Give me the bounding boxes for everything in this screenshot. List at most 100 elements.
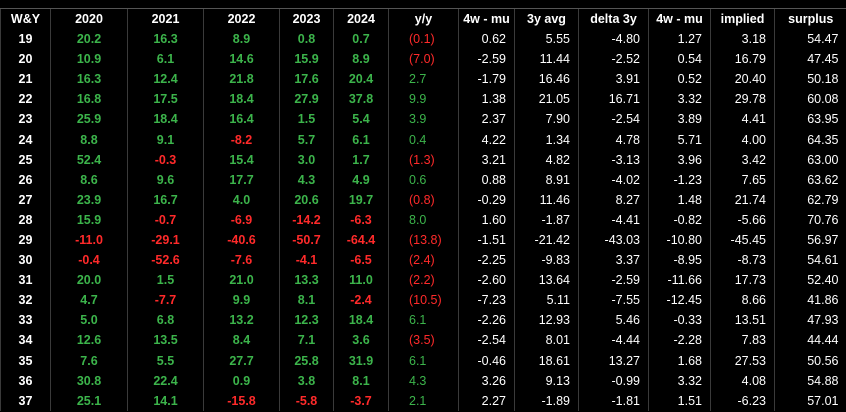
table-cell: 1.34 <box>514 129 579 150</box>
table-cell: -2.4 <box>333 290 389 311</box>
table-cell: -1.51 <box>458 229 515 251</box>
table-cell: 14.1 <box>127 390 204 411</box>
table-cell: 54.61 <box>774 250 846 271</box>
table-cell: -8.73 <box>710 250 775 271</box>
table-cell: 0.4 <box>388 129 459 150</box>
table-cell: -10.80 <box>648 229 711 251</box>
table-cell: 52.4 <box>50 149 128 170</box>
table-cell: 8.6 <box>50 169 128 190</box>
table-cell: 27.53 <box>710 350 775 371</box>
table-cell: (1.3) <box>388 149 459 170</box>
table-row: 35 7.6 5.5 27.7 25.8 31.9 6.1 -0.46 18.61 13.27 1.… <box>0 350 846 371</box>
table-cell: 23.9 <box>50 189 128 210</box>
column-header: 2021 <box>127 9 204 29</box>
table-cell: 37 <box>0 390 51 411</box>
table-cell: 44.44 <box>774 330 846 351</box>
table-cell: 20 <box>0 49 51 70</box>
table-cell: 16.46 <box>514 69 579 90</box>
table-cell: 32 <box>0 290 51 311</box>
table-cell: 3.26 <box>458 370 515 391</box>
cut-off-row <box>0 0 846 9</box>
table-row: 26 8.6 9.6 17.7 4.3 4.9 0.6 0.88 8.91 -4.02 -1.23 7… <box>0 169 846 190</box>
table-cell: 0.88 <box>458 169 515 190</box>
table-cell: 21 <box>0 69 51 90</box>
table-cell: 64.35 <box>774 129 846 150</box>
table-cell: 1.38 <box>458 89 515 110</box>
table-cell: 16.79 <box>710 49 775 70</box>
table-cell: -7.55 <box>578 290 649 311</box>
table-cell: 20.40 <box>710 69 775 90</box>
table-cell: 16.8 <box>50 89 128 110</box>
table-cell: 22 <box>0 89 51 110</box>
table-cell: 21.8 <box>203 69 280 90</box>
table-cell: -6.5 <box>333 250 389 271</box>
table-cell: 3.42 <box>710 149 775 170</box>
table-cell: 3.6 <box>333 330 389 351</box>
table-cell: 56.97 <box>774 229 846 251</box>
table-cell: 8.1 <box>333 370 389 391</box>
table-cell: 20.6 <box>279 189 334 210</box>
table-cell: 1.5 <box>127 270 204 291</box>
table-cell: (2.2) <box>388 270 459 291</box>
table-row: 31 20.0 1.5 21.0 13.3 11.0 (2.2) -2.60 13.64 -2.5… <box>0 270 846 291</box>
table-cell: 16.71 <box>578 89 649 110</box>
table-cell: 18.4 <box>333 310 389 331</box>
table-cell: 3.9 <box>388 109 459 130</box>
table-cell: 24 <box>0 129 51 150</box>
table-cell: 63.62 <box>774 169 846 190</box>
table-cell: 21.05 <box>514 89 579 110</box>
table-cell: 6.1 <box>388 350 459 371</box>
table-cell: -0.7 <box>127 209 204 230</box>
table-cell: -2.59 <box>458 49 515 70</box>
table-cell: 1.51 <box>648 390 711 411</box>
table-cell: -29.1 <box>127 229 204 251</box>
data-table: W&Y 2020 2021 2022 2023 2024 y/y 4w - mu 3y avg d… <box>0 9 846 411</box>
table-cell: 8.8 <box>50 129 128 150</box>
table-cell: -0.3 <box>127 149 204 170</box>
table-cell: 19.7 <box>333 189 389 210</box>
table-cell: 1.27 <box>648 29 711 50</box>
table-cell: 3.21 <box>458 149 515 170</box>
table-cell: -5.8 <box>279 390 334 411</box>
table-cell: 21.0 <box>203 270 280 291</box>
table-cell: 13.3 <box>279 270 334 291</box>
table-cell: 34 <box>0 330 51 351</box>
table-cell: 37.8 <box>333 89 389 110</box>
table-row: 32 4.7 -7.7 9.9 8.1 -2.4 (10.5) -7.23 5.11 -7.55-… <box>0 290 846 311</box>
table-row: 19 20.2 16.3 8.9 0.8 0.7 (0.1) 0.62 5.55 -4.80 1.2… <box>0 29 846 50</box>
table-row: 23 25.9 18.4 16.4 1.5 5.4 3.9 2.37 7.90 -2.54 3.89… <box>0 109 846 130</box>
table-cell: -4.41 <box>578 209 649 230</box>
table-cell: -1.79 <box>458 69 515 90</box>
table-cell: -0.46 <box>458 350 515 371</box>
table-cell: -6.3 <box>333 209 389 230</box>
table-cell: 4.82 <box>514 149 579 170</box>
table-cell: 30.8 <box>50 370 128 391</box>
table-row: 30 -0.4 -52.6 -7.6 -4.1 -6.5 (2.4) -2.25 -9.83 3.… <box>0 250 846 271</box>
table-cell: 50.56 <box>774 350 846 371</box>
table-cell: 4.9 <box>333 169 389 190</box>
table-row: 22 16.8 17.5 18.4 27.9 37.8 9.9 1.38 21.05 16.71 3… <box>0 89 846 110</box>
table-cell: 3.0 <box>279 149 334 170</box>
table-cell: 52.40 <box>774 270 846 291</box>
table-cell: 1.7 <box>333 149 389 170</box>
table-row: 21 16.3 12.4 21.8 17.6 20.4 2.7 -1.79 16.46 3.91 0… <box>0 69 846 90</box>
table-cell: -8.95 <box>648 250 711 271</box>
table-cell: 3.89 <box>648 109 711 130</box>
table-cell: -2.26 <box>458 310 515 331</box>
table-cell: 47.45 <box>774 49 846 70</box>
table-row: 37 25.1 14.1 -15.8 -5.8 -3.7 2.1 2.27 -1.89 -1.81… <box>0 390 846 411</box>
table-cell: 9.9 <box>203 290 280 311</box>
table-cell: (10.5) <box>388 290 459 311</box>
column-header: 2022 <box>203 9 280 29</box>
table-cell: 22.4 <box>127 370 204 391</box>
table-cell: -64.4 <box>333 229 389 251</box>
table-cell: (3.5) <box>388 330 459 351</box>
table-cell: -1.89 <box>514 390 579 411</box>
table-cell: 9.13 <box>514 370 579 391</box>
table-cell: 63.00 <box>774 149 846 170</box>
table-cell: 0.6 <box>388 169 459 190</box>
table-cell: 28 <box>0 209 51 230</box>
table-cell: 13.51 <box>710 310 775 331</box>
table-cell: 4.00 <box>710 129 775 150</box>
table-cell: 17.7 <box>203 169 280 190</box>
